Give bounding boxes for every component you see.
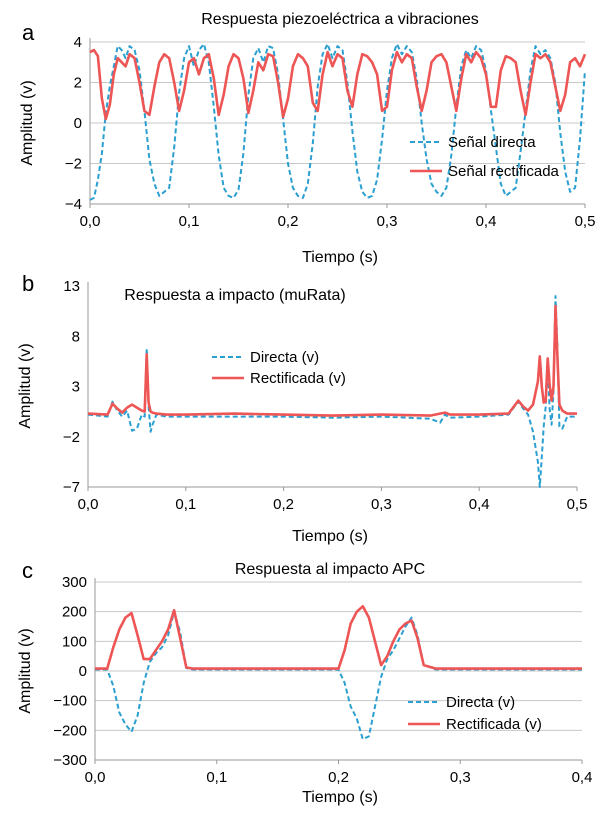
x-tick-label: 0,4: [469, 496, 490, 513]
legend-label: Señal directa: [448, 134, 536, 151]
x-tick-label: 0,1: [179, 213, 200, 230]
legend-label: Directa (v): [250, 349, 319, 366]
x-tick-label: 0,2: [328, 769, 349, 786]
legend-label: Señal rectificada: [448, 163, 560, 180]
y-axis-label: Amplitud (v): [17, 628, 34, 713]
y-axis-label: Amplitud (v): [19, 80, 36, 165]
chart-title: Respuesta al impacto APC: [235, 561, 425, 578]
chart-title: Respuesta a impacto (muRata): [124, 287, 345, 304]
legend-label: Directa (v): [446, 694, 515, 711]
y-tick-label: 0: [79, 663, 87, 680]
x-tick-label: 0,4: [572, 769, 593, 786]
y-tick-label: 3: [72, 379, 80, 396]
y-tick-label: 13: [63, 278, 80, 295]
x-axis-label: Tiempo (s): [292, 528, 368, 545]
panel-letter: c: [22, 558, 33, 583]
series-line-rectificada: [89, 48, 587, 121]
y-tick-label: 300: [62, 574, 87, 591]
legend-label: Rectificada (v): [446, 716, 542, 733]
chart-panel-a: a Respuesta piezoeléctrica a vibraciones 4…: [19, 11, 595, 266]
y-tick-label: 200: [62, 604, 87, 621]
x-tick-label: 0,3: [450, 769, 471, 786]
panel-letter: b: [22, 271, 34, 296]
chart-title: Respuesta piezoeléctrica a vibraciones: [201, 11, 478, 28]
x-axis-label: Tiempo (s): [302, 249, 378, 266]
series-line-rectificada: [87, 304, 577, 417]
x-tick-label: 0,0: [85, 769, 106, 786]
x-tick-label: 0,3: [371, 496, 392, 513]
x-tick-label: 0,0: [78, 496, 99, 513]
chart-panel-b: b Respuesta a impacto (muRata) 13 8 3 −2 −70,0…: [17, 271, 587, 545]
y-tick-label: 100: [62, 633, 87, 650]
x-tick-label: 0,4: [476, 213, 497, 230]
x-tick-label: 0,5: [575, 213, 596, 230]
legend-label: Rectificada (v): [250, 370, 346, 387]
y-tick-label: 8: [72, 328, 80, 345]
y-tick-label: −2: [63, 429, 80, 446]
x-tick-label: 0,0: [80, 213, 101, 230]
x-tick-label: 0,1: [175, 496, 196, 513]
series-line-directa: [87, 295, 577, 488]
y-tick-label: −4: [65, 196, 82, 213]
y-tick-label: −100: [53, 693, 87, 710]
y-tick-label: −200: [53, 722, 87, 739]
y-tick-label: −2: [65, 156, 82, 173]
x-axis-label: Tiempo (s): [302, 789, 378, 806]
x-tick-label: 0,1: [206, 769, 227, 786]
y-tick-label: 4: [74, 34, 82, 51]
x-tick-label: 0,2: [278, 213, 299, 230]
y-tick-label: 0: [74, 115, 82, 132]
series-line-rectificada: [95, 604, 582, 670]
panel-letter: a: [22, 20, 35, 45]
y-tick-label: 2: [74, 75, 82, 92]
y-tick-label: −300: [53, 752, 87, 769]
x-tick-label: 0,5: [567, 496, 588, 513]
x-tick-label: 0,3: [377, 213, 398, 230]
chart-panel-c: c Respuesta al impacto APC 300 200 100 0 −100 −…: [17, 558, 592, 806]
y-axis-label: Amplitud (v): [17, 343, 34, 428]
y-tick-label: −7: [63, 479, 80, 496]
x-tick-label: 0,2: [273, 496, 294, 513]
series-line-directa: [89, 43, 586, 201]
